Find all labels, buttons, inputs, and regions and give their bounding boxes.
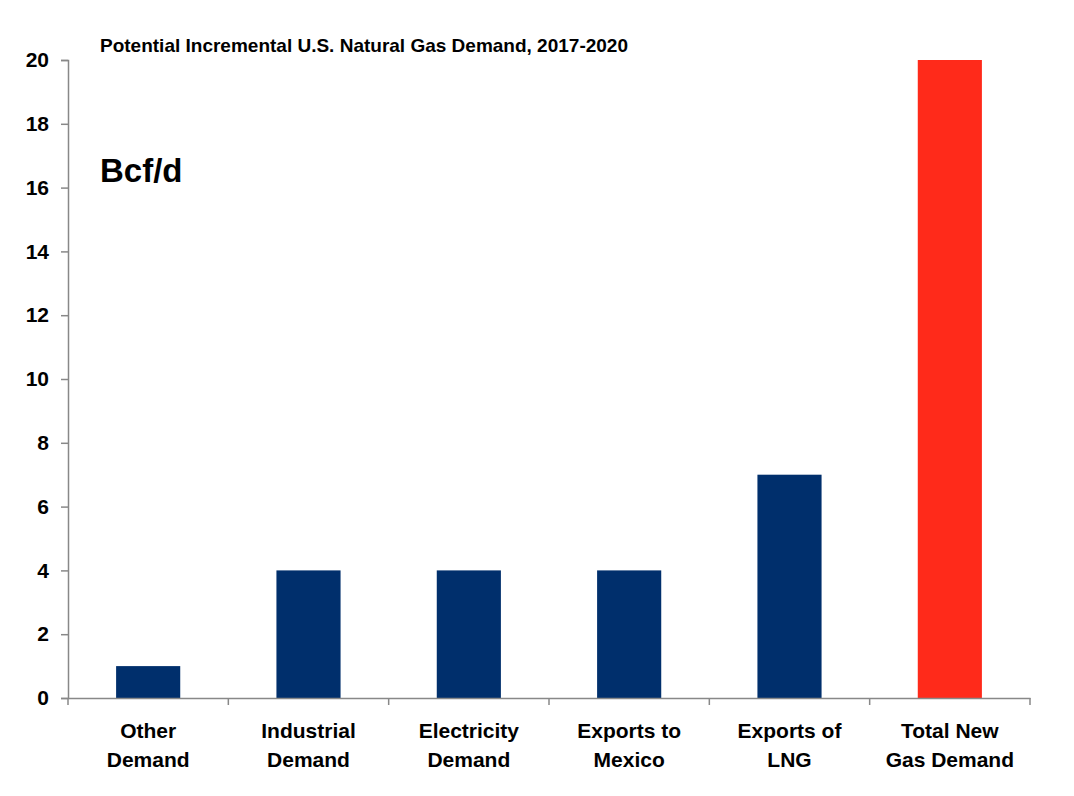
x-tick-label: IndustrialDemand xyxy=(261,719,356,771)
y-tick-mark xyxy=(61,60,68,62)
x-tick-labels: OtherDemand IndustrialDemand ElectricityDe… xyxy=(107,719,1014,771)
y-tick-mark xyxy=(61,187,68,189)
x-tick-label: Exports toMexico xyxy=(577,719,681,771)
y-tick-label: 12 xyxy=(26,303,49,326)
y-tick-label: 18 xyxy=(26,112,50,135)
x-separator xyxy=(228,698,230,705)
y-tick-label: 10 xyxy=(26,367,49,390)
y-tick-label: 20 xyxy=(26,48,49,71)
y-tick-mark xyxy=(61,506,68,508)
y-tick: 20 xyxy=(26,48,68,71)
y-tick-mark xyxy=(61,443,68,445)
y-tick-mark xyxy=(61,379,68,381)
x-separator xyxy=(709,698,711,705)
y-tick: 0 xyxy=(37,686,68,709)
x-separator xyxy=(1029,698,1031,705)
y-tick: 6 xyxy=(37,495,68,518)
bar xyxy=(437,570,501,698)
title: Potential Incremental U.S. Natural Gas D… xyxy=(100,35,628,56)
y-tick-mark xyxy=(61,251,68,253)
bars xyxy=(116,60,982,698)
y-tick: 2 xyxy=(37,622,68,645)
x-tick-label: ElectricityDemand xyxy=(419,719,520,771)
bar xyxy=(276,570,340,698)
y-axis-title: Bcf/d xyxy=(100,152,183,189)
chart: 0 2 4 6 8 10 12 14 16 18 20 OtherDemand IndustrialDe… xyxy=(0,0,1074,796)
y-tick: 16 xyxy=(26,176,68,199)
y-tick-mark xyxy=(61,124,68,126)
y-tick-label: 4 xyxy=(37,559,49,582)
x-tick-label: Total NewGas Demand xyxy=(886,719,1014,771)
y-tick-mark xyxy=(61,570,68,572)
y-tick: 12 xyxy=(26,303,68,326)
x-tick-label: OtherDemand xyxy=(107,719,190,771)
bar xyxy=(597,570,661,698)
bar xyxy=(757,475,821,698)
bar xyxy=(116,666,180,698)
y-tick: 18 xyxy=(26,112,68,135)
x-separator xyxy=(869,698,871,705)
y-tick-mark xyxy=(61,698,68,700)
x-separator xyxy=(67,698,69,705)
y-tick-label: 14 xyxy=(26,240,50,263)
x-tick-label: Exports ofLNG xyxy=(738,719,843,771)
y-tick-label: 2 xyxy=(37,622,49,645)
x-separator xyxy=(388,698,390,705)
bar xyxy=(918,60,982,698)
x-separators xyxy=(68,698,1030,705)
y-tick-label: 0 xyxy=(37,686,49,709)
y-axis: 0 2 4 6 8 10 12 14 16 18 20 xyxy=(26,48,69,709)
y-tick: 14 xyxy=(26,240,68,263)
y-tick: 10 xyxy=(26,367,68,390)
y-tick: 8 xyxy=(37,431,68,454)
y-tick-mark xyxy=(61,315,68,317)
y-tick-mark xyxy=(61,634,68,636)
y-tick-label: 6 xyxy=(37,495,49,518)
y-tick: 4 xyxy=(37,559,68,582)
y-tick-label: 8 xyxy=(37,431,49,454)
y-tick-label: 16 xyxy=(26,176,49,199)
x-separator xyxy=(548,698,550,705)
y-axis-line xyxy=(61,61,69,699)
